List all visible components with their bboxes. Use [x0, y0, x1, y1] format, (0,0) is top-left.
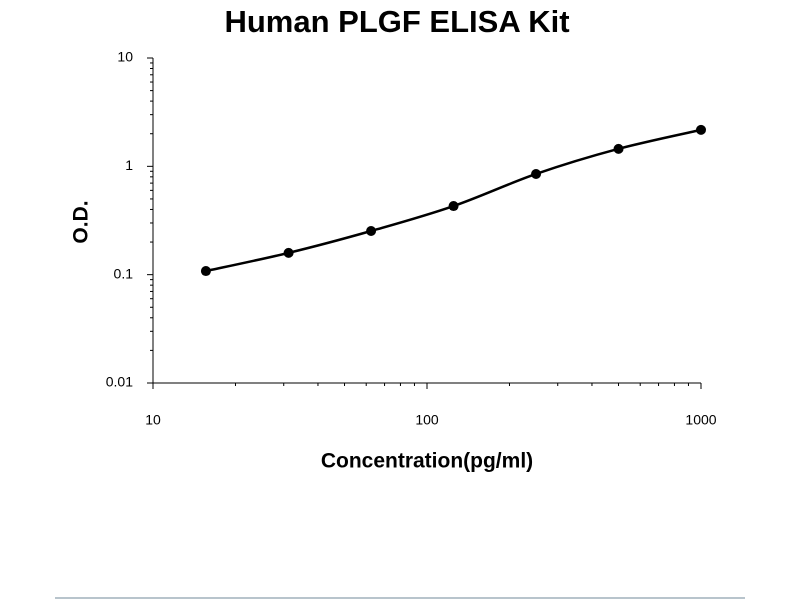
point: [366, 225, 377, 236]
y-tick-label: 10: [117, 49, 133, 65]
y-tick-label: 1: [125, 157, 133, 173]
y-tick-label: 0.1: [114, 265, 134, 281]
y-tick-label: 0.01: [106, 374, 133, 390]
x-axis-title: Concentration(pg/ml): [321, 450, 533, 473]
point: [613, 143, 624, 154]
point: [283, 247, 294, 258]
point: [200, 266, 211, 277]
x-tick-label: 100: [415, 412, 439, 428]
point: [448, 201, 459, 212]
x-tick-label: 10: [145, 412, 161, 428]
point: [696, 124, 706, 135]
point: [531, 168, 542, 179]
x-tick-label: 1000: [685, 412, 716, 428]
chart-title: Human PLGF ELISA Kit: [224, 4, 569, 39]
y-axis-title: O.D.: [70, 200, 93, 243]
